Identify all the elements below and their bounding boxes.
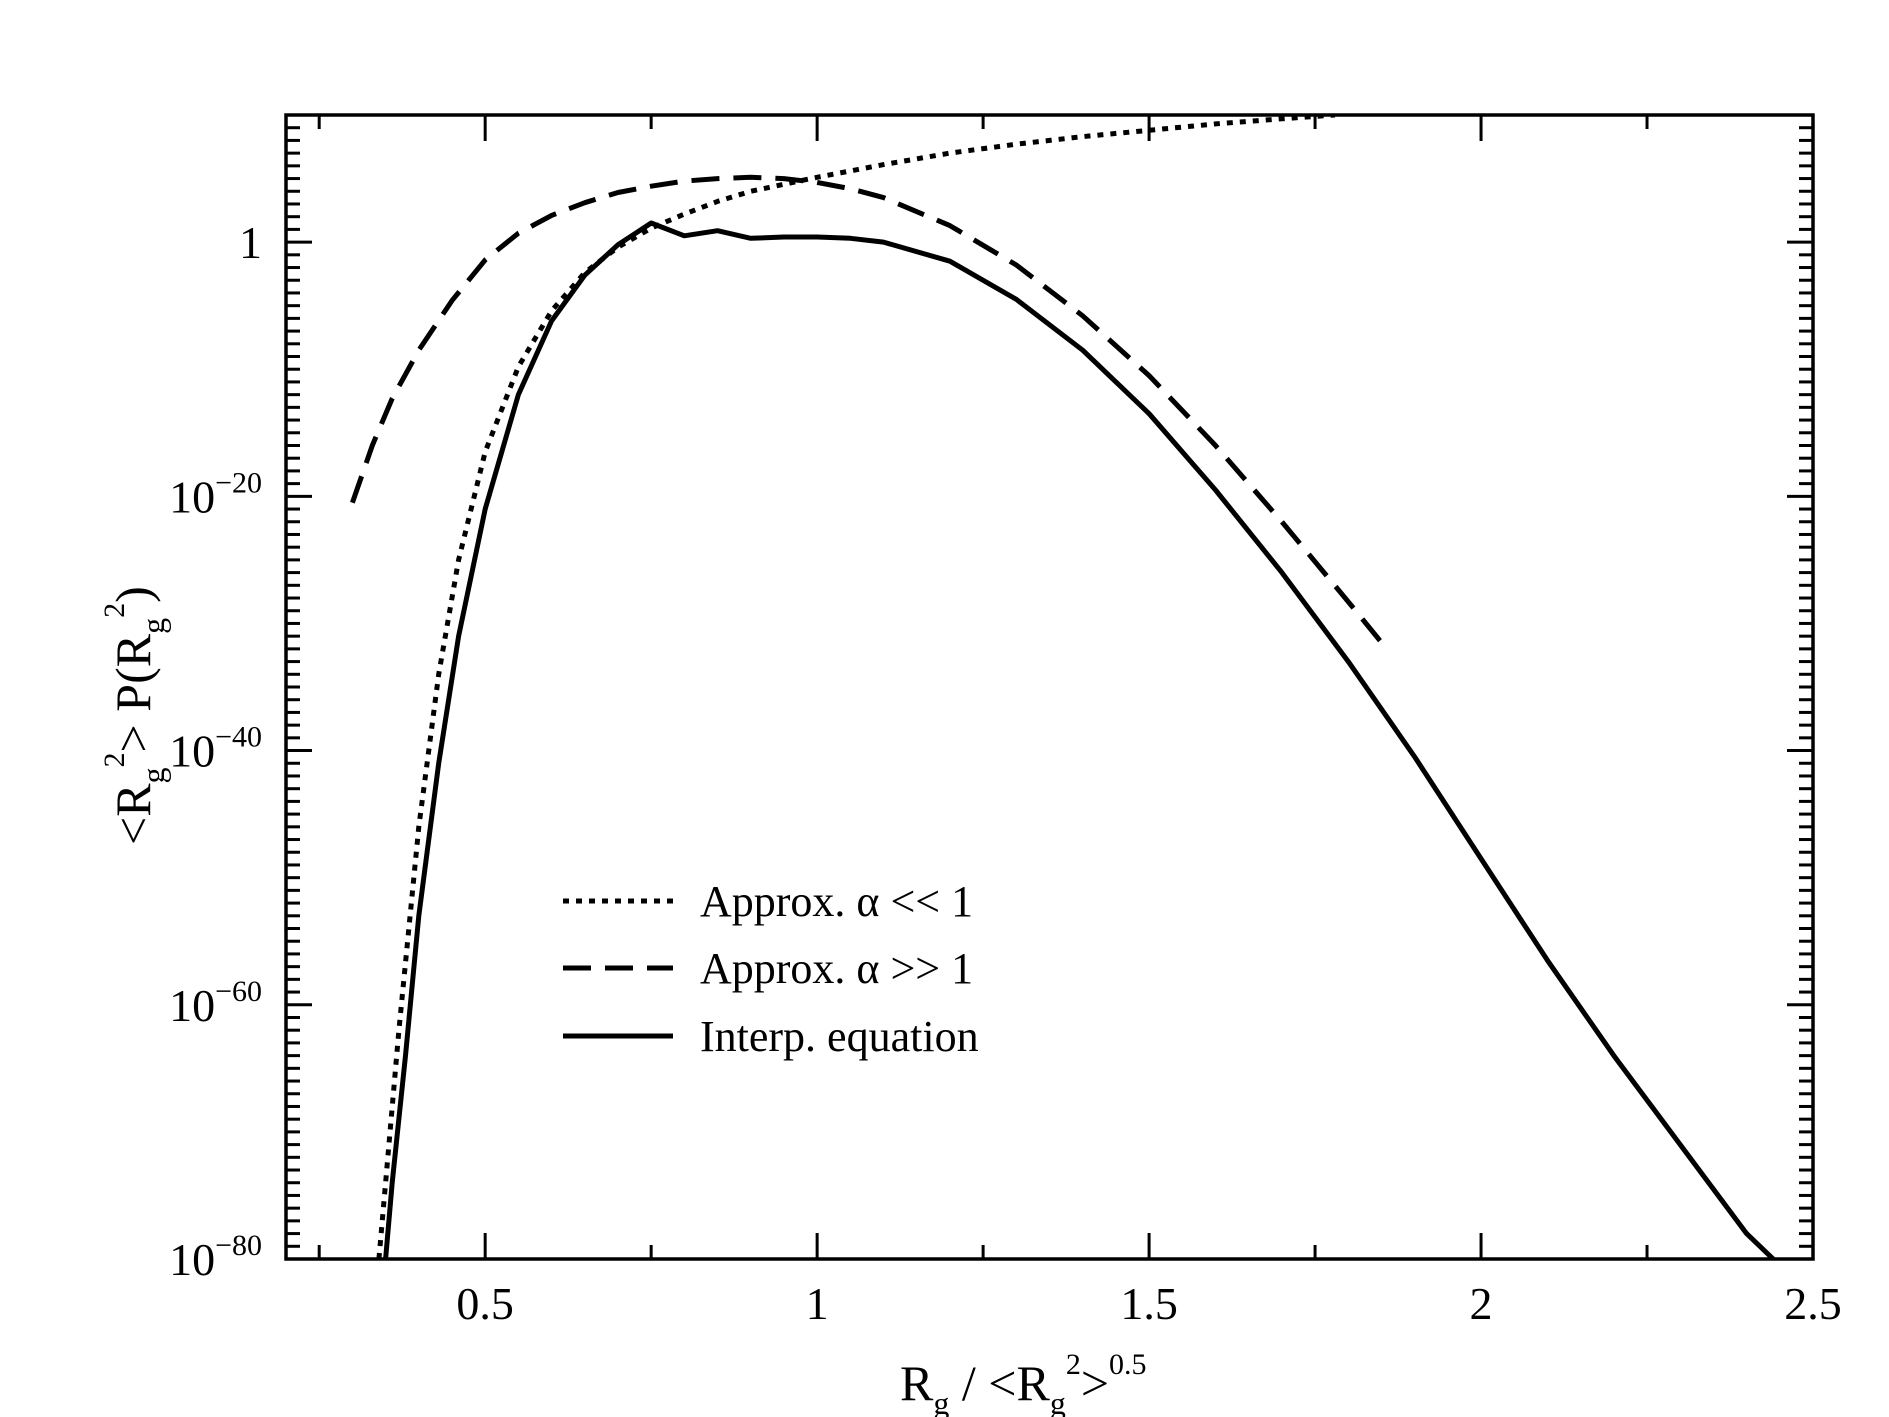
x-tick-label: 1.5 [1120, 1278, 1178, 1329]
x-tick-label: 0.5 [456, 1278, 514, 1329]
y-tick-label: 10−40 [169, 721, 262, 777]
y-tick-label: 10−20 [169, 466, 262, 522]
legend-label-solid: Interp. equation [700, 1012, 979, 1061]
plot-frame [284, 113, 1815, 1261]
y-tick-label: 10−80 [169, 1229, 262, 1285]
x-tick-label: 1 [806, 1278, 829, 1329]
y-axis-title: <Rg2> P(Rg2) [98, 586, 171, 845]
legend-label-dashed: Approx. α >> 1 [700, 944, 973, 993]
legend-label-dotted: Approx. α << 1 [700, 877, 973, 926]
y-tick-label: 1 [239, 217, 262, 268]
series-line-dashed [350, 174, 1384, 645]
legend: Approx. α << 1 Approx. α >> 1 Interp. eq… [563, 877, 979, 1061]
series-line-dotted [376, 115, 1336, 1259]
x-axis-title: Rg / <Rg2>0.5 [900, 1348, 1147, 1417]
series-line-solid [383, 220, 1775, 1259]
x-tick-label: 2.5 [1784, 1278, 1842, 1329]
x-tick-label: 2 [1470, 1278, 1493, 1329]
y-tick-label: 10−60 [169, 975, 262, 1031]
